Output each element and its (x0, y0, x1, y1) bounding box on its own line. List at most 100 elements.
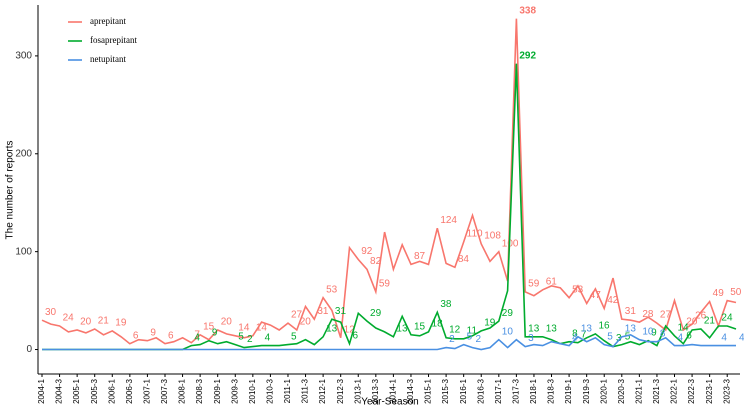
data-label: 24 (63, 313, 75, 324)
data-label: 6 (352, 330, 358, 341)
data-label: 20 (686, 317, 698, 328)
data-label: 13 (528, 323, 540, 334)
data-label: 9 (651, 327, 657, 338)
data-label: 108 (484, 230, 501, 241)
data-label: 124 (440, 215, 457, 226)
data-label: 13 (546, 323, 558, 334)
data-label: 8 (572, 328, 578, 339)
data-label: 5 (625, 331, 631, 342)
data-label: 29 (502, 308, 514, 319)
x-tick-label: 2006-1 (107, 378, 116, 403)
x-axis-title: Year-Season (361, 397, 418, 407)
data-label: 87 (414, 251, 426, 262)
data-label: 14 (678, 322, 690, 333)
data-label: 29 (370, 308, 382, 319)
x-tick-label: 2004-3 (55, 378, 64, 403)
y-axis-title: The number of reports (5, 141, 16, 240)
data-label: 4 (678, 332, 684, 343)
data-label: 14 (238, 322, 250, 333)
x-tick-label: 2010-3 (266, 378, 275, 403)
data-label: 13 (625, 323, 637, 334)
data-label: 4 (265, 332, 271, 343)
data-label: 59 (379, 278, 391, 289)
legend-label: aprepitant (90, 16, 126, 26)
x-tick-label: 2007-1 (143, 378, 152, 403)
data-label: 61 (546, 276, 558, 287)
x-tick-label: 2015-3 (441, 378, 450, 403)
x-tick-label: 2011-1 (283, 378, 292, 403)
data-label: 6 (168, 330, 174, 341)
data-label: 27 (291, 310, 303, 321)
data-label: 19 (115, 318, 127, 329)
data-label: 10 (502, 326, 514, 337)
data-label: 31 (335, 306, 347, 317)
data-label: 31 (625, 306, 637, 317)
data-label: 28 (642, 309, 654, 320)
data-label: 20 (300, 317, 312, 328)
x-tick-label: 2020-3 (617, 378, 626, 403)
data-label: 3 (528, 333, 534, 344)
data-label: 12 (344, 324, 356, 335)
data-label: 4 (721, 332, 727, 343)
data-label: 21 (704, 316, 716, 327)
data-label: 338 (519, 5, 536, 16)
data-label: 21 (98, 316, 110, 327)
data-label: 7 (194, 329, 200, 340)
x-tick-label: 2017-3 (511, 378, 520, 403)
data-label: 9 (212, 327, 218, 338)
data-label: 59 (528, 278, 540, 289)
data-label: 10 (642, 326, 654, 337)
data-label: 8 (660, 328, 666, 339)
data-label: 18 (432, 319, 444, 330)
data-label: 5 (607, 331, 613, 342)
x-tick-label: 2018-3 (547, 378, 556, 403)
x-tick-label: 2016-1 (459, 378, 468, 403)
x-tick-label: 2008-3 (195, 378, 204, 403)
data-label: 42 (607, 295, 619, 306)
data-label: 9 (150, 327, 156, 338)
x-tick-label: 2021-3 (652, 378, 661, 403)
data-label: 15 (203, 321, 215, 332)
y-tick-label: 200 (15, 148, 32, 159)
data-label: 4 (194, 332, 200, 343)
data-label: 84 (458, 254, 470, 265)
data-label: 100 (502, 238, 519, 249)
data-label: 53 (326, 284, 338, 295)
x-tick-label: 2012-1 (318, 378, 327, 403)
data-label: 15 (414, 321, 426, 332)
data-label: 30 (45, 307, 57, 318)
data-label: 50 (730, 287, 742, 298)
x-tick-label: 2020-1 (599, 378, 608, 403)
x-tick-label: 2015-1 (424, 378, 433, 403)
x-tick-label: 2012-3 (336, 378, 345, 403)
data-label: 47 (590, 290, 602, 301)
x-tick-label: 2004-1 (37, 378, 46, 403)
data-label: 110 (467, 229, 483, 240)
data-label: 11 (467, 325, 478, 336)
x-tick-label: 2009-1 (213, 378, 222, 403)
data-label: 4 (739, 332, 744, 343)
x-tick-label: 2021-1 (634, 378, 643, 403)
data-label: 16 (598, 321, 610, 332)
x-tick-label: 2010-1 (248, 378, 257, 403)
data-label: 13 (396, 323, 408, 334)
legend-label: netupitant (90, 54, 126, 64)
x-tick-label: 2005-1 (72, 378, 81, 403)
data-label: 4 (572, 332, 578, 343)
data-label: 38 (440, 299, 452, 310)
x-tick-label: 2005-3 (90, 378, 99, 403)
data-label: 5 (291, 331, 297, 342)
data-label: 31 (317, 306, 329, 317)
x-tick-label: 2013-3 (371, 378, 380, 403)
legend-label: fosaprepitant (90, 35, 137, 45)
data-label: 20 (221, 317, 233, 328)
data-label: 14 (256, 322, 268, 333)
data-label: 2 (449, 334, 455, 345)
x-tick-label: 2016-3 (476, 378, 485, 403)
y-tick-label: 100 (15, 246, 32, 257)
series-line (42, 333, 736, 351)
data-label: 292 (519, 50, 536, 61)
data-label: 5 (467, 331, 473, 342)
data-label: 7 (581, 329, 587, 340)
x-tick-label: 2008-1 (178, 378, 187, 403)
